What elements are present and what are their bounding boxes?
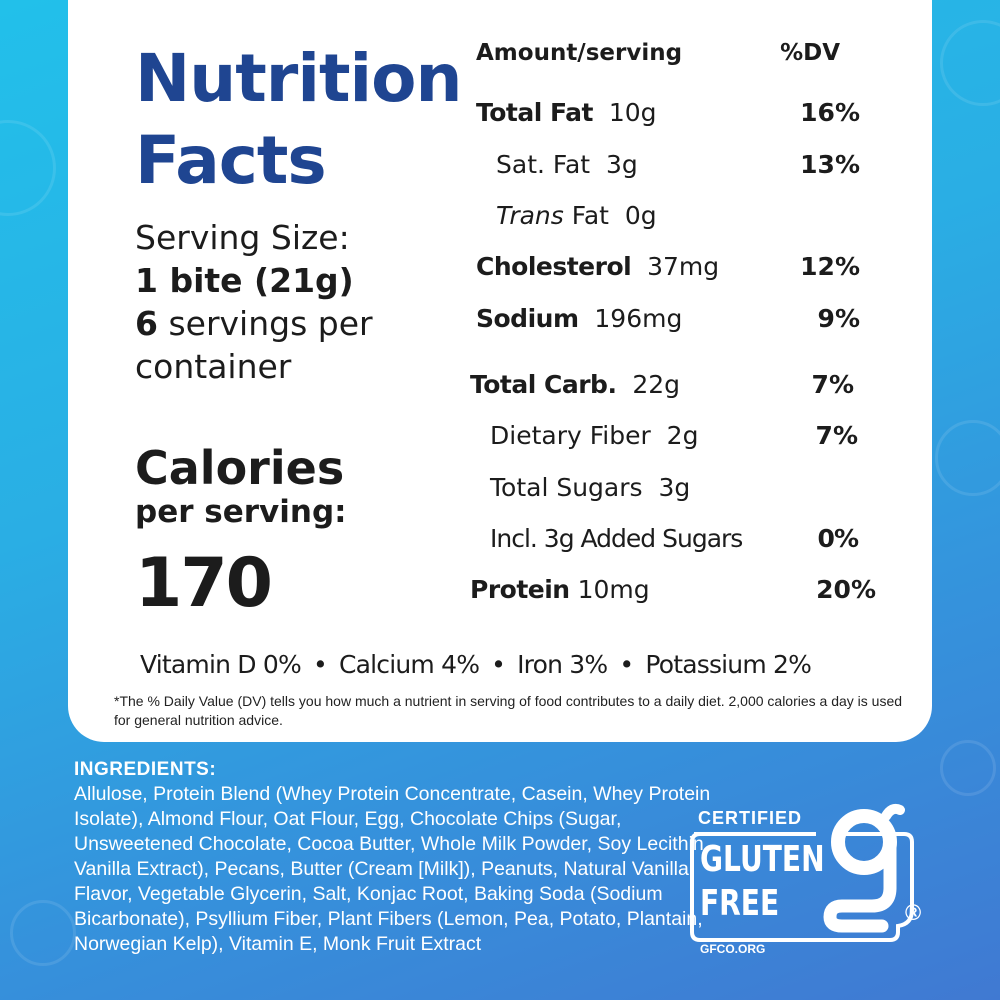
servings-count: 6 <box>135 304 158 343</box>
badge-gluten: GLUTEN <box>700 839 825 880</box>
registered-mark: ® <box>905 900 922 925</box>
background-decoration <box>940 740 996 796</box>
mineral-potassium: Potassium 2% <box>645 650 812 679</box>
nutrient-name: Sat. Fat <box>496 150 591 179</box>
nutrient-dv: 9% <box>817 304 860 333</box>
nutrient-name: Protein <box>470 575 570 604</box>
nutrient-name-suffix: Fat <box>563 201 609 230</box>
table-row: Dietary Fiber 2g 7% <box>476 421 860 461</box>
table-row: Trans Fat 0g <box>476 201 860 241</box>
mineral-vitamin-d: Vitamin D 0% <box>140 650 302 679</box>
nutrient-amount: 22g <box>632 370 681 399</box>
table-row: Sodium 196mg 9% <box>476 304 860 344</box>
table-row: Total Carb. 22g 7% <box>470 370 854 410</box>
nutrient-name: Total Carb. <box>470 370 617 399</box>
calories-sublabel: per serving: <box>135 494 347 530</box>
gluten-free-logo-icon <box>690 803 914 942</box>
servings-per-container: 6 servings per <box>135 302 373 345</box>
ingredients-list: Allulose, Protein Blend (Whey Protein Co… <box>74 783 711 955</box>
bullet-separator: • <box>619 650 634 679</box>
servings-text-2: container <box>135 347 292 386</box>
serving-size-value: 1 bite (21g) <box>135 261 354 300</box>
gluten-free-badge: CERTIFIED GLUTEN FREE ® GFCO.ORG <box>686 800 926 960</box>
table-row: Protein 10mg 20% <box>470 575 876 615</box>
nutrient-name: Dietary Fiber <box>490 421 651 450</box>
dv-header: %DV <box>780 40 840 66</box>
nutrition-card: Nutrition Facts Serving Size: 1 bite (21… <box>68 0 932 742</box>
calories-label: Calories <box>135 441 345 495</box>
nutrient-amount: 37mg <box>647 252 720 281</box>
nutrient-dv: 12% <box>800 252 860 281</box>
table-row: Cholesterol 37mg 12% <box>476 252 860 292</box>
nutrient-name: Total Fat <box>476 98 593 127</box>
nutrient-name: Sodium <box>476 304 579 333</box>
amount-header: Amount/serving <box>476 40 683 66</box>
nutrient-dv: 7% <box>811 370 854 399</box>
table-row: Total Fat 10g 16% <box>476 98 860 138</box>
calories-block: Calories per serving: 170 <box>135 442 347 624</box>
background-decoration <box>0 120 56 216</box>
nutrient-amount: 10mg <box>577 575 650 604</box>
background-decoration <box>10 900 76 966</box>
table-row: Sat. Fat 3g 13% <box>476 150 860 190</box>
table-row: Total Sugars 3g <box>476 473 860 513</box>
mineral-calcium: Calcium 4% <box>338 650 480 679</box>
badge-free: FREE <box>700 883 780 924</box>
title-line-1: Nutrition <box>135 40 462 117</box>
nutrient-name: Trans <box>496 201 564 230</box>
nutrient-name: Incl. 3g Added Sugars <box>490 524 743 553</box>
minerals-line: Vitamin D 0% • Calcium 4% • Iron 3% • Potassiu… <box>140 650 812 679</box>
nutrient-name: Cholesterol <box>476 252 632 281</box>
nutrient-amount: 10g <box>608 98 657 127</box>
nutrient-dv: 20% <box>816 575 876 604</box>
nutrient-dv: 16% <box>800 98 860 127</box>
nutrient-amount: 2g <box>666 421 699 450</box>
ingredients-heading: INGREDIENTS: <box>74 759 217 780</box>
calories-value: 170 <box>135 544 273 623</box>
page-title: Nutrition Facts <box>135 38 462 202</box>
servings-text: servings per <box>157 304 373 343</box>
serving-size-label: Serving Size: <box>135 218 350 257</box>
nutrient-amount: 3g <box>658 473 691 502</box>
ingredients-section: INGREDIENTS: Allulose, Protein Blend (Wh… <box>74 757 714 957</box>
serving-info: Serving Size: 1 bite (21g) 6 servings pe… <box>135 216 373 388</box>
nutrient-amount: 196mg <box>594 304 683 333</box>
nutrient-amount: 0g <box>624 201 657 230</box>
nutrient-name: Total Sugars <box>490 473 643 502</box>
nutrient-amount: 3g <box>606 150 638 179</box>
nutrient-dv: 0% <box>817 524 859 553</box>
dv-footnote: *The % Daily Value (DV) tells you how mu… <box>114 693 903 728</box>
bullet-separator: • <box>491 650 506 679</box>
badge-certified: CERTIFIED <box>698 808 803 828</box>
background-decoration <box>935 420 1000 496</box>
background-decoration <box>940 20 1000 106</box>
bullet-separator: • <box>312 650 328 679</box>
table-header: Amount/serving %DV <box>476 40 860 80</box>
nutrient-dv: 13% <box>800 150 860 179</box>
table-row: Incl. 3g Added Sugars 0% <box>476 524 860 564</box>
mineral-iron: Iron 3% <box>517 650 608 679</box>
badge-url: GFCO.ORG <box>700 942 766 956</box>
nutrient-dv: 7% <box>815 421 858 450</box>
title-line-2: Facts <box>135 122 327 199</box>
